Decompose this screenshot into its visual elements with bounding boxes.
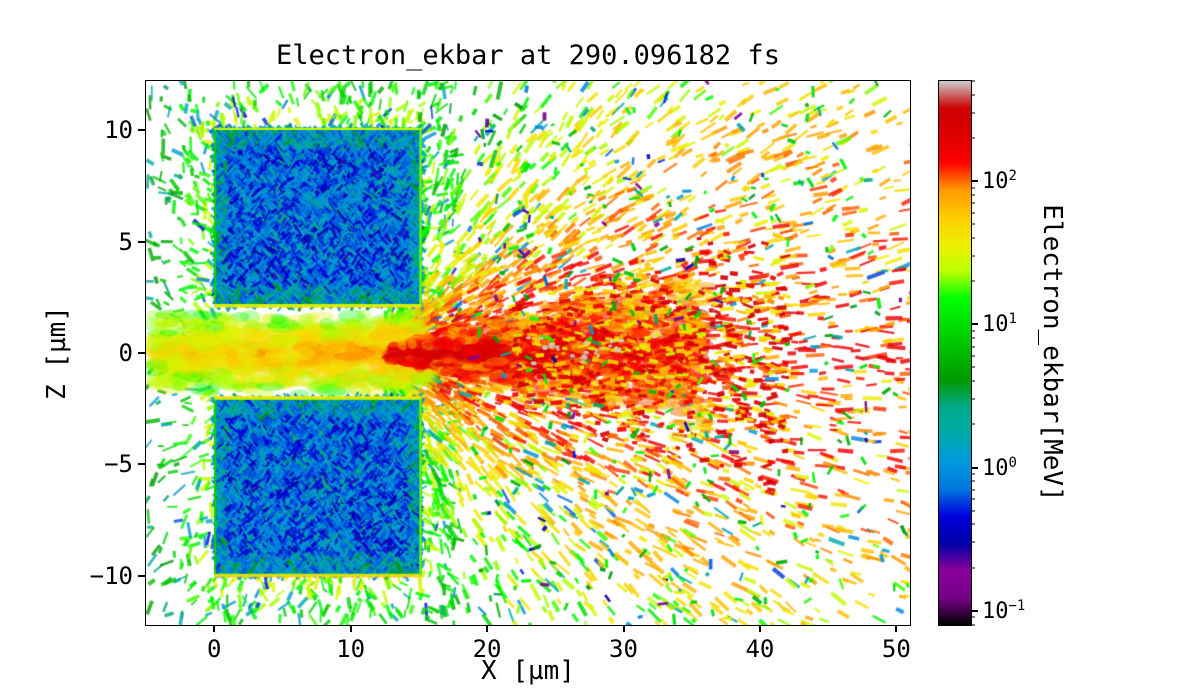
colorbar-minor-tick — [971, 624, 975, 626]
y-tick-label: 10 — [104, 116, 133, 145]
colorbar-tick-label: 102 — [982, 168, 1017, 195]
colorbar-minor-tick — [971, 498, 975, 500]
colorbar-tick-label: 101 — [982, 311, 1017, 338]
x-tick-label: 40 — [745, 635, 775, 663]
colorbar-tick-label: 10−1 — [982, 597, 1026, 624]
colorbar-minor-tick — [971, 255, 975, 257]
plot-canvas — [146, 81, 910, 625]
colorbar-minor-tick — [971, 510, 975, 512]
y-tick-label: 0 — [118, 339, 133, 367]
x-tick-mark — [213, 625, 216, 632]
colorbar-minor-tick — [971, 489, 975, 491]
colorbar-label: Electron_ekbar[MeV] — [1037, 204, 1067, 502]
plot-area: 0 10 20 30 40 50 10 5 0 −5 −10 — [90, 80, 911, 663]
colorbar: 102 101 100 10−1 — [938, 80, 1025, 626]
y-tick-mark — [138, 240, 145, 243]
colorbar-tick-mark — [971, 323, 978, 326]
colorbar-tick-mark — [971, 466, 978, 469]
y-tick-mark — [138, 129, 145, 132]
x-tick-label: 0 — [206, 635, 222, 663]
colorbar-minor-tick — [971, 480, 975, 482]
x-tick-mark — [895, 625, 898, 632]
x-tick-mark — [349, 625, 352, 632]
y-tick-mark — [138, 352, 145, 354]
colorbar-minor-tick — [971, 380, 975, 382]
colorbar-minor-tick — [971, 366, 975, 368]
plot-title: Electron_ekbar at 290.096182 fs — [276, 40, 780, 71]
colorbar-tick-mark — [971, 609, 978, 612]
y-tick-mark — [138, 463, 145, 466]
colorbar-minor-tick — [971, 194, 975, 196]
colorbar-tick-label: 100 — [982, 454, 1017, 481]
colorbar-minor-tick — [971, 330, 975, 332]
y-tick-label: −10 — [89, 561, 133, 590]
colorbar-minor-tick — [971, 616, 975, 618]
x-tick-mark — [758, 625, 761, 632]
colorbar-minor-tick — [971, 212, 975, 214]
y-tick-label: 5 — [118, 227, 133, 256]
colorbar-minor-tick — [971, 423, 975, 425]
x-axis-label: X [µm] — [481, 656, 575, 686]
x-tick-mark — [486, 625, 489, 632]
colorbar-minor-tick — [971, 541, 975, 543]
colorbar-minor-tick — [971, 80, 975, 82]
colorbar-minor-tick — [971, 567, 975, 569]
x-tick-label: 10 — [336, 635, 366, 663]
colorbar-minor-tick — [971, 187, 975, 189]
colorbar-minor-tick — [971, 137, 975, 139]
colorbar-minor-tick — [971, 112, 975, 114]
colorbar-minor-tick — [971, 355, 975, 357]
colorbar-minor-tick — [971, 237, 975, 239]
y-tick-mark — [138, 574, 145, 577]
colorbar-minor-tick — [971, 202, 975, 204]
colorbar-minor-tick — [971, 223, 975, 225]
colorbar-minor-tick — [971, 473, 975, 475]
y-tick-label: −5 — [104, 450, 133, 479]
colorbar-gradient — [939, 81, 971, 625]
colorbar-minor-tick — [971, 337, 975, 339]
colorbar-minor-tick — [971, 94, 975, 96]
colorbar-minor-tick — [971, 346, 975, 348]
y-axis-label: Z [µm] — [42, 306, 72, 400]
colorbar-minor-tick — [971, 398, 975, 400]
colorbar-minor-tick — [971, 523, 975, 525]
x-tick-label: 50 — [881, 635, 911, 663]
colorbar-tick-mark — [971, 180, 978, 183]
x-tick-label: 30 — [609, 635, 638, 663]
x-tick-mark — [622, 625, 625, 632]
x-tick-label: 20 — [472, 635, 502, 663]
colorbar-minor-tick — [971, 280, 975, 282]
